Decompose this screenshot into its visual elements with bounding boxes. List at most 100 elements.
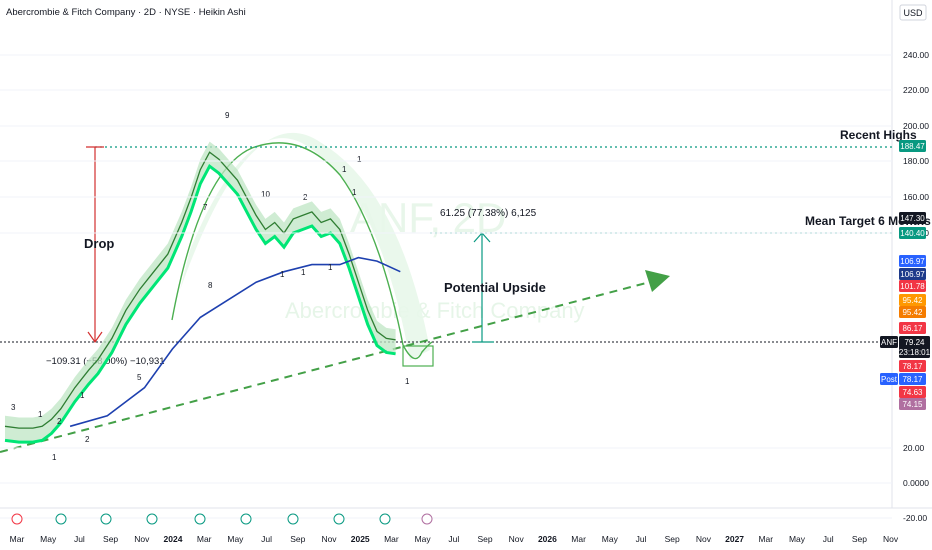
currency-box[interactable] xyxy=(899,4,927,21)
count-label: 1 xyxy=(357,155,362,164)
time-axis-tick: Nov xyxy=(134,534,150,544)
trendline-arrowhead xyxy=(645,270,670,292)
time-axis-tick: 2026 xyxy=(538,534,557,544)
earnings-marker-icon[interactable] xyxy=(11,513,23,525)
top-arc xyxy=(171,142,404,346)
count-label: 1 xyxy=(80,391,85,400)
watermark-company: Abercrombie & Fitch Company xyxy=(285,298,585,323)
earnings-marker-icon[interactable] xyxy=(55,513,67,525)
count-label: 1 xyxy=(301,268,306,277)
price-label-text: 78.17 xyxy=(902,362,923,371)
time-axis-tick: Mar xyxy=(384,534,399,544)
count-label: 10 xyxy=(261,190,270,199)
earnings-marker-icon[interactable] xyxy=(287,513,299,525)
price-label-text: 78.17 xyxy=(902,375,923,384)
time-axis-tick: Jul xyxy=(448,534,459,544)
count-label: 1 xyxy=(280,270,285,279)
time-axis-tick: Jul xyxy=(636,534,647,544)
time-axis-tick: Sep xyxy=(290,534,305,544)
price-label-pill xyxy=(899,268,926,280)
price-label-text: 106.97 xyxy=(900,270,925,279)
price-label-pill xyxy=(899,360,926,372)
count-label: 1 xyxy=(405,377,410,386)
bottom-zone xyxy=(402,345,434,367)
price-label-text: 95.42 xyxy=(902,296,923,305)
ribbon-lower-edge xyxy=(4,163,396,444)
earnings-marker-icon[interactable] xyxy=(146,513,158,525)
time-axis-tick: Jul xyxy=(74,534,85,544)
price-label-text: 101.78 xyxy=(900,282,925,291)
price-label-pill xyxy=(899,398,926,410)
time-axis-tick: Jul xyxy=(823,534,834,544)
price-axis-tick: -20.00 xyxy=(903,513,927,523)
time-axis-tick: Mar xyxy=(197,534,212,544)
count-labels: 31211258791021111111 xyxy=(11,111,410,462)
time-axis-tick: May xyxy=(40,534,57,544)
price-axis-tick: 200.00 xyxy=(903,121,929,131)
time-axis-tick: Sep xyxy=(665,534,680,544)
upside-measure-label: 61.25 (77.38%) 6,125 xyxy=(440,208,537,219)
arc-fill xyxy=(180,132,430,360)
time-axis-ticks: Mar May Jul Sep Nov 2024 Mar May Jul Sep Nov 2025 Ma… xyxy=(10,534,899,544)
price-label-text: 79.24 xyxy=(904,338,925,347)
price-axis-tick: 240.00 xyxy=(903,50,929,60)
drop-label: Drop xyxy=(84,236,114,251)
count-label: 1 xyxy=(52,453,57,462)
price-label-text: 106.97 xyxy=(900,257,925,266)
price-label-pill xyxy=(899,140,926,152)
bottom-arc xyxy=(402,341,433,360)
price-series-line xyxy=(4,151,396,429)
price-label-text: 95.42 xyxy=(902,308,923,317)
price-label-text: 74.15 xyxy=(902,400,923,409)
time-axis-tick: Mar xyxy=(571,534,586,544)
drop-arrow-head xyxy=(87,331,103,344)
price-label-text: 188.47 xyxy=(900,142,925,151)
price-label-pill xyxy=(899,255,926,267)
earnings-marker-icon[interactable] xyxy=(379,513,391,525)
time-axis-tick: May xyxy=(602,534,619,544)
price-label-text: 23:18:01 xyxy=(899,348,931,357)
time-axis-tick: Nov xyxy=(883,534,899,544)
recent-highs-label: Recent Highs xyxy=(840,128,917,142)
time-axis-tick: Sep xyxy=(103,534,118,544)
price-label-pill xyxy=(899,280,926,292)
time-axis-tick: May xyxy=(227,534,244,544)
price-label-text: Post xyxy=(881,375,898,384)
time-axis-tick: Nov xyxy=(321,534,337,544)
price-label-text: 147.30 xyxy=(900,214,925,223)
price-label-text: 140.40 xyxy=(900,229,925,238)
price-label-text: 74.63 xyxy=(902,388,923,397)
price-label-pill xyxy=(899,336,930,348)
time-axis-tick: Nov xyxy=(509,534,525,544)
earnings-marker-icon[interactable] xyxy=(100,513,112,525)
time-axis-tick: Sep xyxy=(852,534,867,544)
time-axis-tick: Sep xyxy=(477,534,492,544)
time-axis-tick: Mar xyxy=(10,534,25,544)
price-axis-tick: 220.00 xyxy=(903,85,929,95)
count-label: 5 xyxy=(137,373,142,382)
time-axis-tick: May xyxy=(415,534,432,544)
earnings-marker-icon[interactable] xyxy=(333,513,345,525)
time-axis-tick: 2025 xyxy=(351,534,370,544)
count-label: 3 xyxy=(11,403,16,412)
price-axis-tick: 180.00 xyxy=(903,156,929,166)
price-label-pill xyxy=(880,373,898,385)
earnings-markers[interactable] xyxy=(11,513,433,525)
price-label-pill xyxy=(899,386,926,398)
price-label-pill xyxy=(899,346,930,358)
earnings-marker-icon[interactable] xyxy=(421,513,433,525)
earnings-marker-icon[interactable] xyxy=(240,513,252,525)
chart-title: Abercrombie & Fitch Company · 2D · NYSE … xyxy=(6,7,246,18)
price-label-pill xyxy=(880,336,898,348)
price-label-pill xyxy=(899,227,926,239)
time-axis-tick: Mar xyxy=(758,534,773,544)
moving-average-line xyxy=(69,256,401,428)
currency-label: USD xyxy=(903,8,923,18)
time-axis-tick: May xyxy=(789,534,806,544)
earnings-marker-icon[interactable] xyxy=(194,513,206,525)
count-label: 1 xyxy=(328,263,333,272)
count-label: 9 xyxy=(225,111,230,120)
count-label: 1 xyxy=(38,410,43,419)
